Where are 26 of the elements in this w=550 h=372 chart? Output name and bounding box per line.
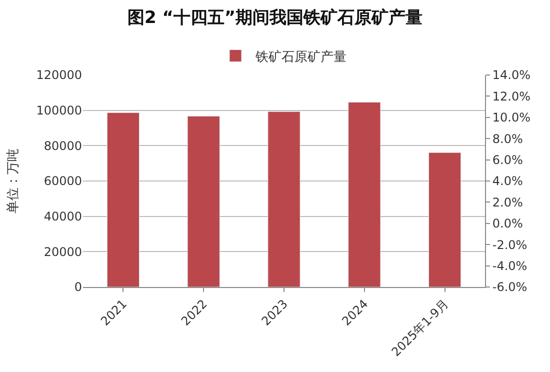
y2-tick-label: -2.0%	[492, 238, 528, 252]
y2-tick-label: 4.0%	[492, 174, 523, 188]
y2-tick-label: 6.0%	[492, 153, 523, 167]
y2-tick-label: 14.0%	[492, 68, 531, 82]
y-tick-label: 80000	[44, 138, 82, 153]
y-tick-label: 20000	[44, 244, 82, 259]
y2-tick-label: 2.0%	[492, 195, 523, 210]
bar	[187, 116, 220, 287]
y2-tick-label: -6.0%	[492, 280, 528, 294]
bar	[268, 111, 300, 287]
y-tick-label: 60000	[44, 174, 82, 188]
y-tick-label: 100000	[36, 104, 82, 118]
y2-tick-label: 10.0%	[492, 110, 531, 125]
bar	[348, 102, 381, 287]
bar	[428, 152, 462, 287]
bar	[106, 112, 140, 287]
y2-tick-label: 8.0%	[492, 132, 523, 146]
y-tick-label: 40000	[44, 210, 82, 224]
chart-title: 图2 “十四五”期间我国铁矿石原矿产量	[127, 8, 423, 28]
y2-tick-label: 12.0%	[492, 89, 531, 104]
y-axis-title: 单位：万吨	[6, 148, 22, 214]
y-tick-label: 0	[74, 280, 82, 294]
y2-tick-label: 0.0%	[492, 216, 523, 231]
y-tick-label: 120000	[36, 68, 82, 82]
legend-label: 铁矿石原矿产量	[254, 50, 346, 65]
y2-tick-label: -4.0%	[492, 259, 528, 273]
